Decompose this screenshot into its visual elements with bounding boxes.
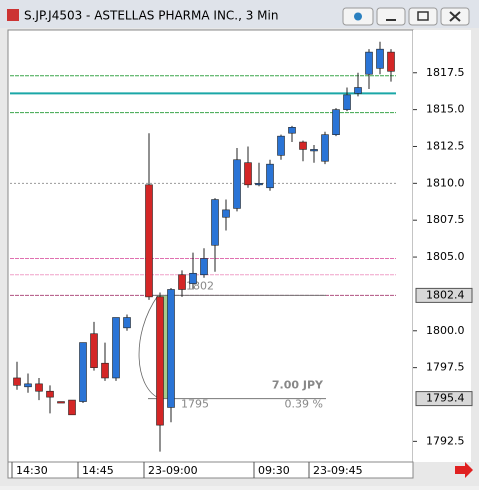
candle-body	[244, 162, 252, 186]
price-marker-box	[415, 287, 473, 303]
price-marker-label: 1802.4	[426, 288, 465, 301]
candle-body	[101, 362, 109, 379]
y-tick-label: 1810.0	[426, 176, 465, 189]
plot-area	[7, 29, 414, 463]
candle-body	[332, 109, 340, 135]
price-marker-label: 1795.4	[426, 392, 465, 405]
candle-body	[24, 383, 32, 388]
candle-body	[211, 199, 219, 246]
candle-body	[123, 317, 131, 329]
y-tick-label: 1817.5	[426, 66, 465, 79]
candle-body	[156, 296, 164, 426]
candle-body	[277, 135, 285, 156]
close-icon	[449, 11, 461, 22]
candle-body	[35, 383, 43, 392]
candle-body	[288, 127, 296, 134]
candle-body	[222, 209, 230, 218]
candle-body	[46, 390, 54, 398]
candle-body	[189, 272, 197, 284]
price-marker-box	[415, 391, 473, 407]
candle-body	[255, 183, 263, 186]
scroll-right-arrow[interactable]	[455, 462, 473, 478]
candle-body	[266, 163, 274, 189]
maximize-button[interactable]	[408, 7, 438, 26]
x-tick-label: 23-09:45	[313, 464, 363, 477]
measure-to: 1795	[181, 398, 209, 411]
candle-body	[321, 134, 329, 162]
candle-body	[145, 184, 153, 298]
y-tick-label: 1807.5	[426, 213, 465, 226]
candle-body	[376, 48, 384, 69]
candle-body	[343, 94, 351, 110]
candle-body	[200, 258, 208, 276]
candle-body	[299, 141, 307, 150]
candle-body	[387, 51, 395, 72]
maximize-icon	[417, 11, 429, 21]
candle-body	[57, 401, 65, 404]
candle-body	[233, 159, 241, 209]
x-tick-label: 23-09:00	[148, 464, 198, 477]
y-tick-label: 1815.0	[426, 103, 465, 116]
candle-body	[178, 274, 186, 290]
app-icon	[7, 9, 19, 21]
price-axis	[413, 30, 471, 462]
x-tick-label: 14:30	[16, 464, 48, 477]
candle-body	[79, 342, 87, 402]
candle-body	[68, 399, 76, 416]
minimize-button[interactable]	[376, 7, 406, 26]
candle-body	[90, 333, 98, 368]
candle-body	[354, 87, 362, 94]
measure-arc	[138, 295, 161, 399]
y-tick-label: 1805.0	[426, 250, 465, 263]
chart: 1792.5 1797.5 1800.0 1805.0 1807.5 1810.0 1812…	[10, 41, 473, 478]
measure-percent: 0.39 %	[285, 398, 323, 411]
window-title: S.JP.J4503 - ASTELLAS PHARMA INC., 3 Min	[24, 9, 278, 23]
y-tick-label: 1792.5	[426, 434, 465, 447]
y-tick-label: 1812.5	[426, 139, 465, 152]
x-tick-label: 09:30	[258, 464, 290, 477]
candle-body	[365, 51, 373, 75]
candle-body	[112, 317, 120, 379]
y-tick-label: 1800.0	[426, 324, 465, 337]
measure-change: 7.00 JPY	[272, 379, 324, 392]
candle-body	[13, 377, 21, 386]
candle-body	[310, 149, 318, 152]
y-tick-label: 1797.5	[426, 361, 465, 374]
candle-body	[167, 289, 175, 408]
time-axis	[7, 461, 414, 479]
x-tick-label: 14:45	[82, 464, 114, 477]
pin-icon	[354, 12, 362, 21]
